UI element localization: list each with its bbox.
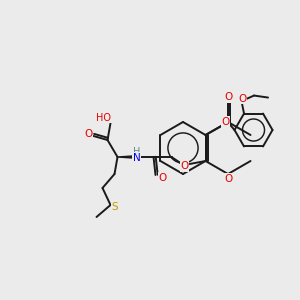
Text: O: O — [238, 94, 246, 103]
Polygon shape — [118, 155, 140, 158]
Text: O: O — [180, 161, 189, 171]
Text: O: O — [224, 174, 232, 184]
Text: O: O — [158, 173, 166, 183]
Text: O: O — [221, 117, 230, 127]
Text: S: S — [111, 202, 118, 212]
Text: O: O — [84, 129, 93, 139]
Text: O: O — [224, 92, 232, 102]
Text: N: N — [133, 153, 140, 163]
Text: H: H — [133, 147, 140, 157]
Text: HO: HO — [96, 113, 111, 123]
